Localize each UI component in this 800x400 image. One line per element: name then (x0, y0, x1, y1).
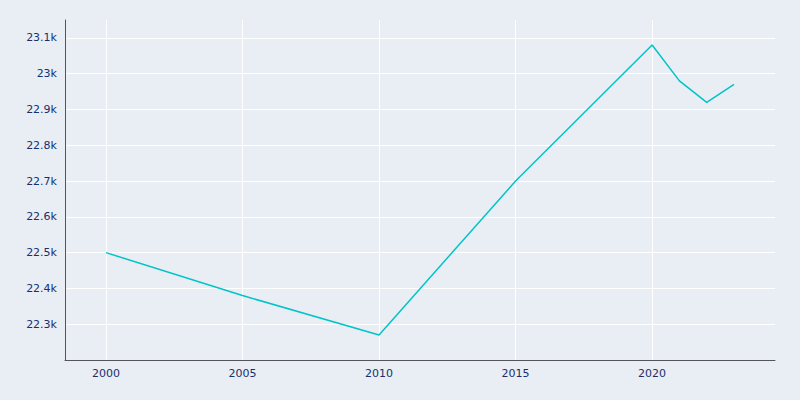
svg-text:2010: 2010 (365, 367, 393, 380)
svg-text:22.5k: 22.5k (26, 246, 57, 259)
svg-text:23k: 23k (37, 67, 58, 80)
svg-text:22.6k: 22.6k (26, 210, 57, 223)
svg-text:2000: 2000 (92, 367, 120, 380)
svg-text:23.1k: 23.1k (26, 31, 57, 44)
svg-text:22.3k: 22.3k (26, 318, 57, 331)
svg-text:2015: 2015 (502, 367, 530, 380)
svg-text:22.9k: 22.9k (26, 103, 57, 116)
svg-text:22.7k: 22.7k (26, 175, 57, 188)
svg-text:22.4k: 22.4k (26, 282, 57, 295)
svg-text:2020: 2020 (638, 367, 666, 380)
svg-text:2005: 2005 (229, 367, 257, 380)
svg-text:22.8k: 22.8k (26, 139, 57, 152)
